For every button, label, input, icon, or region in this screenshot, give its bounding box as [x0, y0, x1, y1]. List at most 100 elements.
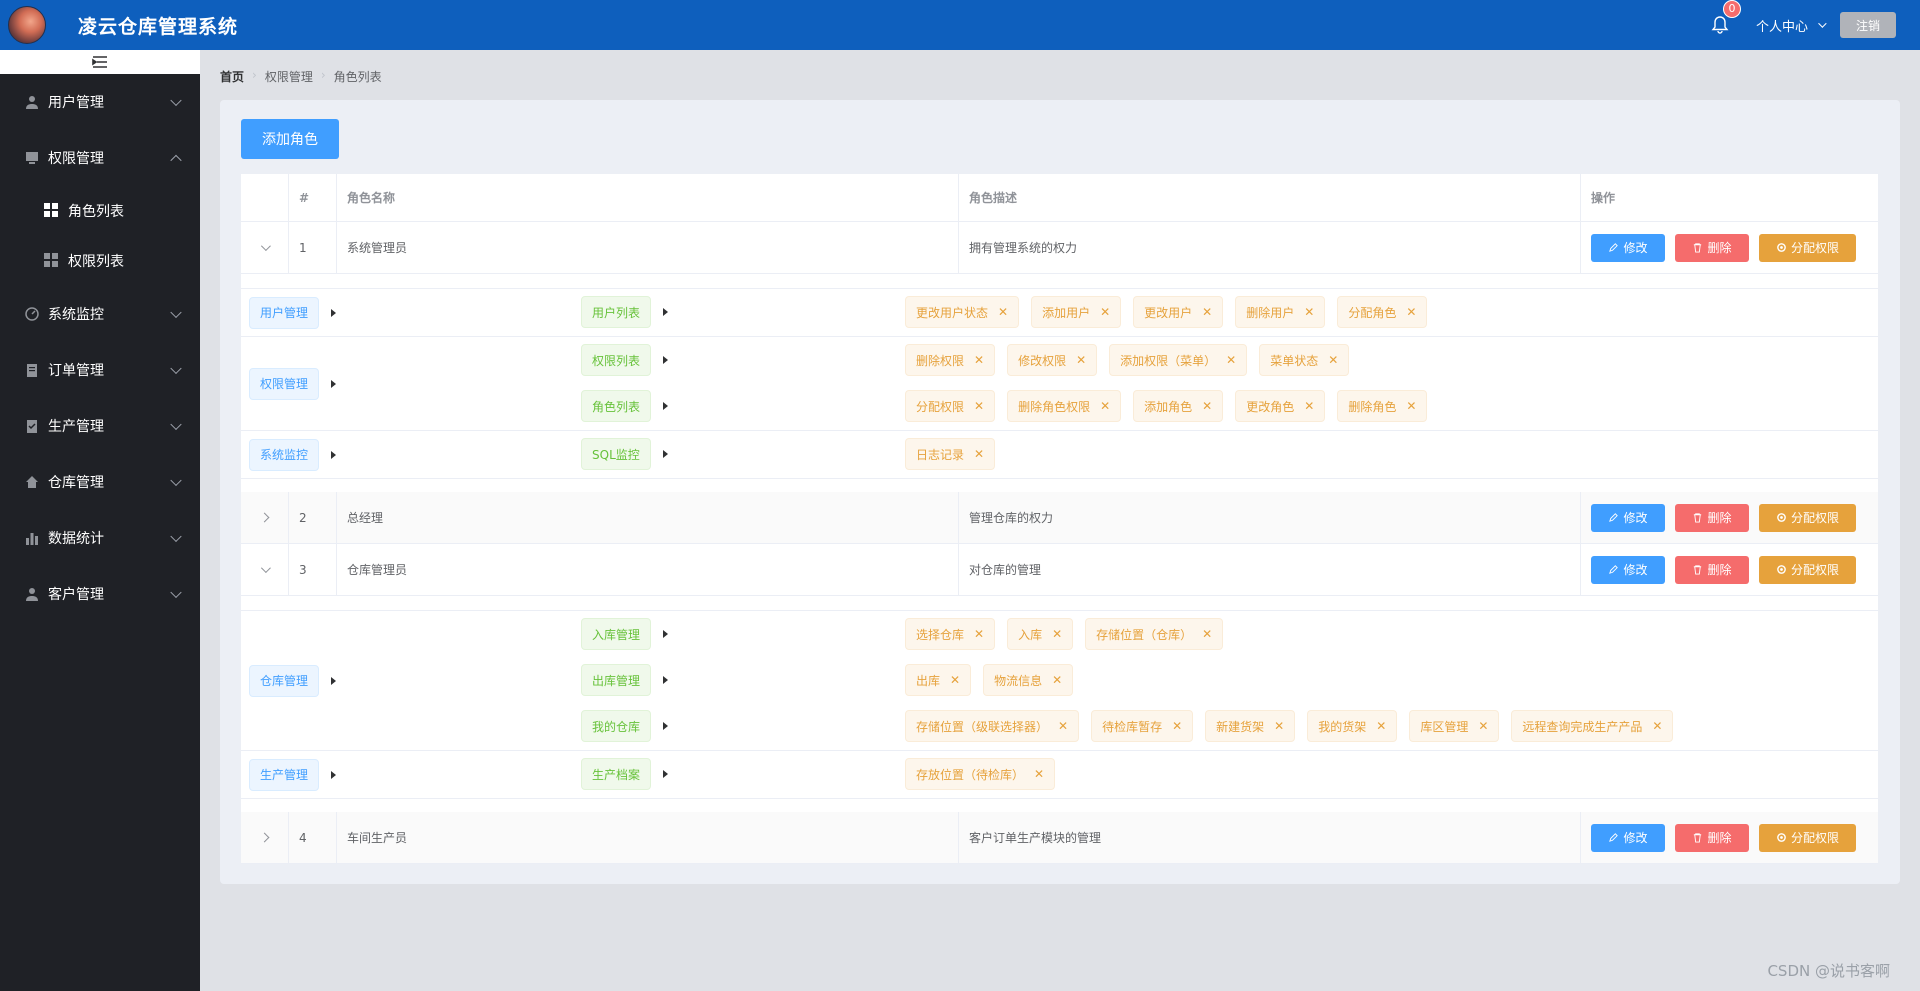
expand-toggle[interactable] — [241, 492, 289, 543]
l3-permission-tag[interactable]: 菜单状态 ✕ — [1259, 344, 1350, 376]
l2-permission-tag[interactable]: SQL监控 — [581, 438, 651, 470]
delete-button[interactable]: 删除 — [1675, 555, 1749, 584]
close-icon[interactable]: ✕ — [1100, 399, 1111, 413]
logout-button[interactable]: 注销 — [1840, 12, 1896, 38]
l3-permission-tag[interactable]: 添加角色 ✕ — [1133, 390, 1224, 422]
l2-permission-tag[interactable]: 出库管理 — [581, 664, 652, 696]
breadcrumb-home[interactable]: 首页 — [220, 70, 245, 84]
close-icon[interactable]: ✕ — [1406, 399, 1417, 413]
close-icon[interactable]: ✕ — [1202, 305, 1213, 319]
sidebar-item-statistics[interactable]: 数据统计 — [0, 510, 200, 566]
l3-permission-tag[interactable]: 更改用户 ✕ — [1133, 296, 1224, 328]
close-icon[interactable]: ✕ — [1226, 353, 1237, 367]
sidebar-subitem-permission-list[interactable]: 权限列表 — [0, 236, 200, 286]
close-icon[interactable]: ✕ — [974, 627, 985, 641]
sidebar-item-users[interactable]: 用户管理 — [0, 74, 200, 130]
l2-permission-tag[interactable]: 角色列表 — [581, 390, 652, 422]
assign-permission-button[interactable]: 分配权限 — [1759, 555, 1856, 584]
l3-permission-tag[interactable]: 删除用户 ✕ — [1235, 296, 1326, 328]
l3-permission-tag[interactable]: 更改用户状态 ✕ — [905, 296, 1020, 328]
user-center-dropdown[interactable]: 个人中心 — [1756, 16, 1827, 35]
close-icon[interactable]: ✕ — [1328, 353, 1339, 367]
l3-permission-tag[interactable]: 日志记录 ✕ — [905, 438, 996, 470]
collapse-toggle[interactable] — [0, 50, 200, 74]
sidebar-item-label: 客户管理 — [48, 587, 104, 603]
add-role-button[interactable]: 添加角色 — [241, 119, 339, 159]
close-icon[interactable]: ✕ — [1202, 399, 1213, 413]
close-icon[interactable]: ✕ — [1172, 719, 1183, 733]
l2-permission-tag[interactable]: 入库管理 — [581, 618, 652, 650]
close-icon[interactable]: ✕ — [1100, 305, 1111, 319]
l3-permission-tag[interactable]: 入库 ✕ — [1007, 618, 1074, 650]
close-icon[interactable]: ✕ — [1376, 719, 1387, 733]
l3-permission-tag[interactable]: 存放位置（待检库） ✕ — [905, 758, 1056, 790]
l3-permission-tag[interactable]: 删除权限 ✕ — [905, 344, 996, 376]
l3-permission-tag[interactable]: 添加权限（菜单） ✕ — [1109, 344, 1248, 376]
edit-button[interactable]: 修改 — [1591, 555, 1665, 584]
l3-permission-tag[interactable]: 修改权限 ✕ — [1007, 344, 1098, 376]
close-icon[interactable]: ✕ — [1478, 719, 1489, 733]
assign-permission-button[interactable]: 分配权限 — [1759, 823, 1856, 852]
l3-permission-tag[interactable]: 更改角色 ✕ — [1235, 390, 1326, 422]
close-icon[interactable]: ✕ — [1076, 353, 1087, 367]
close-icon[interactable]: ✕ — [950, 673, 961, 687]
close-icon[interactable]: ✕ — [1052, 673, 1063, 687]
l3-permission-tag[interactable]: 我的货架 ✕ — [1307, 710, 1398, 742]
l2-permission-tag[interactable]: 用户列表 — [581, 296, 652, 328]
sidebar-item-system-monitor[interactable]: 系统监控 — [0, 286, 200, 342]
l1-permission-tag[interactable]: 系统监控 — [249, 438, 320, 471]
l3-permission-tag[interactable]: 选择仓库 ✕ — [905, 618, 996, 650]
l3-permission-tag[interactable]: 删除角色 ✕ — [1337, 390, 1428, 422]
close-icon[interactable]: ✕ — [1406, 305, 1417, 319]
assign-permission-button[interactable]: 分配权限 — [1759, 503, 1856, 532]
sidebar-item-production[interactable]: 生产管理 — [0, 398, 200, 454]
close-icon[interactable]: ✕ — [974, 353, 985, 367]
l3-permission-tag[interactable]: 库区管理 ✕ — [1409, 710, 1500, 742]
close-icon[interactable]: ✕ — [1052, 627, 1063, 641]
close-icon[interactable]: ✕ — [1304, 305, 1315, 319]
close-icon[interactable]: ✕ — [974, 447, 985, 461]
l3-permission-tag[interactable]: 删除角色权限 ✕ — [1007, 390, 1122, 422]
close-icon[interactable]: ✕ — [1274, 719, 1285, 733]
assign-permission-button[interactable]: 分配权限 — [1759, 233, 1856, 262]
expand-toggle[interactable] — [241, 812, 289, 863]
close-icon[interactable]: ✕ — [998, 305, 1009, 319]
delete-button[interactable]: 删除 — [1675, 503, 1749, 532]
bell-icon[interactable]: 0 — [1710, 0, 1741, 35]
l1-permission-tag[interactable]: 仓库管理 — [249, 664, 320, 697]
l3-permission-tag[interactable]: 分配权限 ✕ — [905, 390, 996, 422]
expand-toggle[interactable] — [241, 222, 289, 273]
l3-permission-tag[interactable]: 存储位置（级联选择器） ✕ — [905, 710, 1080, 742]
l2-permission-tag[interactable]: 我的仓库 — [581, 710, 652, 742]
close-icon[interactable]: ✕ — [1034, 767, 1045, 781]
l3-permission-tag[interactable]: 分配角色 ✕ — [1337, 296, 1428, 328]
delete-button[interactable]: 删除 — [1675, 823, 1749, 852]
close-icon[interactable]: ✕ — [1652, 719, 1663, 733]
delete-button[interactable]: 删除 — [1675, 233, 1749, 262]
edit-button[interactable]: 修改 — [1591, 503, 1665, 532]
edit-button[interactable]: 修改 — [1591, 823, 1665, 852]
l3-permission-tag[interactable]: 新建货架 ✕ — [1205, 710, 1296, 742]
l3-permission-tag[interactable]: 存储位置（仓库） ✕ — [1085, 618, 1224, 650]
close-icon[interactable]: ✕ — [1304, 399, 1315, 413]
l2-permission-tag[interactable]: 生产档案 — [581, 758, 652, 790]
close-icon[interactable]: ✕ — [1202, 627, 1213, 641]
l3-permission-tag[interactable]: 物流信息 ✕ — [983, 664, 1074, 696]
l3-permission-tag[interactable]: 远程查询完成生产产品 ✕ — [1511, 710, 1674, 742]
expand-toggle[interactable] — [241, 544, 289, 595]
l3-permission-tag[interactable]: 添加用户 ✕ — [1031, 296, 1122, 328]
sidebar-item-permissions[interactable]: 权限管理 — [0, 130, 200, 186]
close-icon[interactable]: ✕ — [974, 399, 985, 413]
sidebar-subitem-role-list[interactable]: 角色列表 — [0, 186, 200, 236]
close-icon[interactable]: ✕ — [1058, 719, 1069, 733]
l1-permission-tag[interactable]: 生产管理 — [249, 758, 320, 791]
l1-permission-tag[interactable]: 权限管理 — [249, 367, 320, 400]
l2-permission-tag[interactable]: 权限列表 — [581, 344, 652, 376]
sidebar-item-orders[interactable]: 订单管理 — [0, 342, 200, 398]
l3-permission-tag[interactable]: 出库 ✕ — [905, 664, 972, 696]
edit-button[interactable]: 修改 — [1591, 233, 1665, 262]
l3-permission-tag[interactable]: 待检库暂存 ✕ — [1091, 710, 1194, 742]
sidebar-item-warehouse[interactable]: 仓库管理 — [0, 454, 200, 510]
sidebar-item-customers[interactable]: 客户管理 — [0, 566, 200, 622]
l1-permission-tag[interactable]: 用户管理 — [249, 296, 320, 329]
